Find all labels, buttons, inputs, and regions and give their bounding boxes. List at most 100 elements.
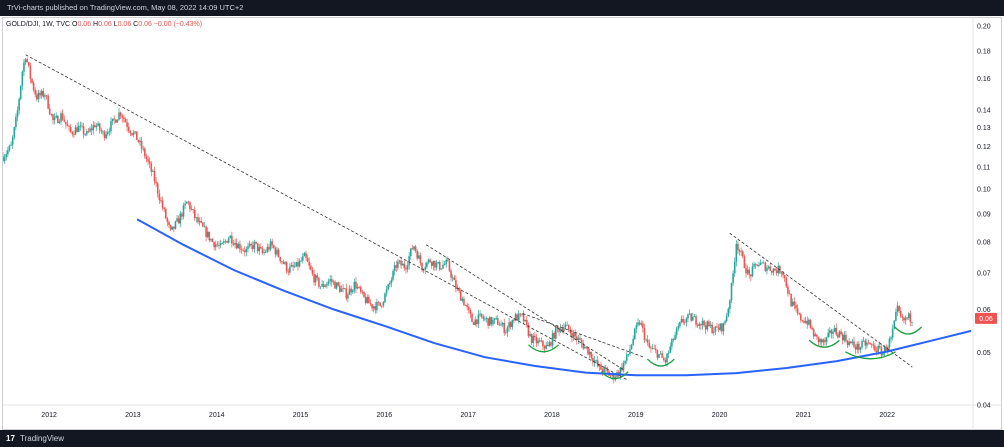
candle-body bbox=[447, 259, 449, 262]
candle-body bbox=[772, 268, 775, 273]
candle-body bbox=[73, 134, 75, 135]
candle-body bbox=[377, 301, 380, 303]
y-tick-label: 0.07 bbox=[977, 271, 991, 278]
candle-body bbox=[574, 332, 576, 337]
candle-body bbox=[174, 221, 177, 229]
candle-body bbox=[508, 322, 510, 328]
candle-body bbox=[548, 342, 551, 347]
candle-body bbox=[243, 250, 246, 253]
candle-body bbox=[890, 337, 892, 339]
candle-body bbox=[406, 265, 409, 270]
candle-body bbox=[526, 319, 528, 325]
candle-body bbox=[546, 345, 549, 347]
candle-body bbox=[800, 314, 802, 321]
candle-body bbox=[192, 209, 194, 210]
candle-body bbox=[393, 265, 396, 271]
candle-body bbox=[661, 353, 663, 358]
candle-body bbox=[113, 118, 116, 120]
candle-body bbox=[90, 128, 93, 131]
candle-body bbox=[563, 327, 565, 332]
candle-body bbox=[339, 285, 341, 292]
candle-body bbox=[796, 308, 799, 314]
trendlines-layer bbox=[25, 54, 913, 381]
candle-body bbox=[52, 114, 54, 121]
candle-body bbox=[305, 253, 307, 258]
candle-body bbox=[754, 264, 757, 265]
candle-body bbox=[862, 340, 865, 342]
candle-body bbox=[24, 59, 27, 63]
candle-body bbox=[692, 316, 694, 321]
candle-body bbox=[885, 346, 888, 351]
candle-body bbox=[152, 170, 154, 172]
candle-body bbox=[704, 325, 707, 330]
candle-body bbox=[414, 246, 417, 252]
candle-body bbox=[221, 243, 223, 244]
candle-body bbox=[287, 271, 290, 273]
candle-body bbox=[838, 331, 841, 338]
candle-body bbox=[237, 243, 240, 249]
candle-body bbox=[590, 351, 593, 359]
candle-body bbox=[664, 360, 667, 363]
candle-body bbox=[79, 125, 82, 127]
candle-body bbox=[284, 262, 286, 264]
cup-arc bbox=[808, 339, 840, 348]
candle-body bbox=[298, 260, 301, 267]
candle-body bbox=[348, 288, 351, 295]
candle-body bbox=[467, 306, 470, 310]
price-chart[interactable]: 0.20 0.18 0.16 0.14 0.13 0.12 0.11 0.10 0.09 0.08… bbox=[3, 18, 1001, 430]
candle-body bbox=[601, 369, 604, 373]
candle-body bbox=[809, 319, 812, 328]
candle-body bbox=[646, 339, 649, 343]
candle-body bbox=[577, 338, 580, 341]
candle-body bbox=[289, 266, 291, 273]
candle-body bbox=[766, 268, 768, 271]
candle-body bbox=[717, 327, 720, 330]
candle-body bbox=[168, 221, 170, 225]
candle-body bbox=[453, 277, 456, 281]
candle-body bbox=[909, 313, 912, 322]
candle-body bbox=[464, 305, 467, 306]
candle-body bbox=[250, 243, 253, 246]
candle-body bbox=[392, 270, 394, 280]
candle-body bbox=[735, 243, 738, 262]
candle-body bbox=[253, 241, 256, 250]
candle-body bbox=[859, 347, 862, 350]
candle-body bbox=[874, 345, 876, 351]
last-price-tag: 0.06 bbox=[975, 312, 997, 324]
y-tick-label: 0.05 bbox=[977, 350, 991, 357]
candle-body bbox=[537, 340, 539, 344]
candle-body bbox=[732, 273, 734, 284]
legend-low-label: L bbox=[113, 21, 118, 28]
publish-header: TrVi-charts published on TradingView.com… bbox=[0, 0, 1004, 16]
candle-body bbox=[654, 348, 657, 351]
legend-low-value: 0.06 bbox=[117, 21, 132, 28]
candle-body bbox=[158, 193, 161, 201]
candle-body bbox=[534, 335, 536, 337]
candle-body bbox=[888, 338, 891, 348]
candle-body bbox=[506, 327, 509, 333]
candle-body bbox=[332, 281, 335, 283]
legend-high-value: 0.06 bbox=[98, 21, 112, 28]
candle-body bbox=[261, 248, 264, 253]
candle-body bbox=[248, 243, 251, 247]
candle-body bbox=[737, 243, 739, 251]
candle-body bbox=[397, 261, 399, 268]
candle-body bbox=[65, 121, 67, 125]
candle-body bbox=[556, 326, 559, 329]
candle-body bbox=[443, 264, 446, 265]
candle-body bbox=[854, 346, 857, 350]
candle-body bbox=[759, 262, 762, 265]
candle-body bbox=[285, 262, 288, 272]
candle-body bbox=[416, 251, 419, 259]
candle-body bbox=[545, 345, 547, 349]
candle-body bbox=[40, 90, 43, 96]
time-axis: 2012 2013 2014 2015 2016 2017 2018 2019 2020 2021… bbox=[41, 412, 895, 419]
candle-body bbox=[210, 239, 212, 241]
candle-body bbox=[714, 326, 717, 332]
candle-body bbox=[804, 320, 807, 323]
candle-body bbox=[833, 327, 836, 332]
candle-body bbox=[733, 261, 736, 274]
candle-body bbox=[488, 317, 491, 326]
candle-body bbox=[700, 323, 702, 326]
candle-body bbox=[588, 351, 591, 355]
